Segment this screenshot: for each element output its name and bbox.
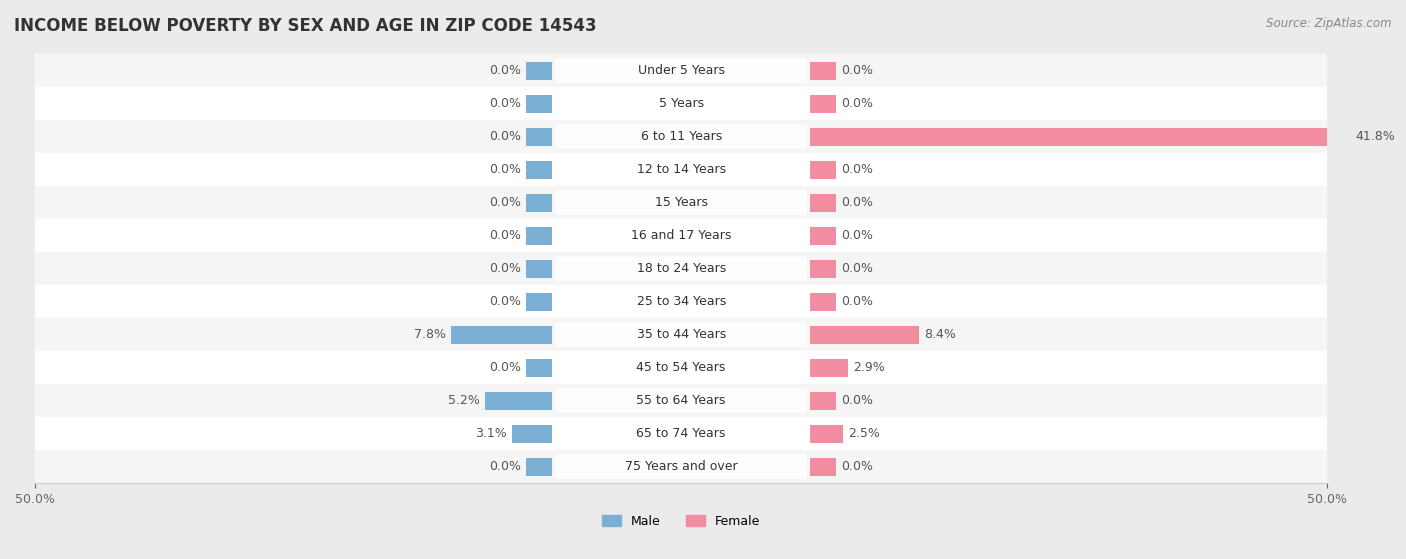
Bar bbox=[35, 87, 1327, 120]
Text: 75 Years and over: 75 Years and over bbox=[624, 460, 738, 473]
Bar bbox=[35, 252, 1327, 285]
FancyBboxPatch shape bbox=[555, 59, 807, 83]
Bar bbox=[35, 120, 1327, 153]
Bar bbox=[810, 127, 1351, 146]
Text: 0.0%: 0.0% bbox=[489, 163, 520, 176]
Bar bbox=[35, 384, 1327, 417]
Text: 0.0%: 0.0% bbox=[489, 196, 520, 209]
FancyBboxPatch shape bbox=[555, 191, 807, 215]
Bar bbox=[526, 457, 553, 476]
Bar bbox=[810, 391, 837, 410]
Bar bbox=[35, 351, 1327, 384]
Bar bbox=[35, 318, 1327, 351]
Text: Under 5 Years: Under 5 Years bbox=[638, 64, 724, 77]
Text: 5 Years: 5 Years bbox=[658, 97, 703, 110]
Text: 12 to 14 Years: 12 to 14 Years bbox=[637, 163, 725, 176]
FancyBboxPatch shape bbox=[555, 454, 807, 479]
FancyBboxPatch shape bbox=[555, 92, 807, 116]
Text: 18 to 24 Years: 18 to 24 Years bbox=[637, 262, 725, 275]
FancyBboxPatch shape bbox=[555, 389, 807, 413]
FancyBboxPatch shape bbox=[555, 257, 807, 281]
Bar bbox=[35, 186, 1327, 219]
Text: 0.0%: 0.0% bbox=[841, 460, 873, 473]
FancyBboxPatch shape bbox=[555, 421, 807, 446]
FancyBboxPatch shape bbox=[555, 323, 807, 347]
Text: 0.0%: 0.0% bbox=[841, 394, 873, 407]
Bar bbox=[810, 61, 837, 80]
Text: 35 to 44 Years: 35 to 44 Years bbox=[637, 328, 725, 341]
Text: 16 and 17 Years: 16 and 17 Years bbox=[631, 229, 731, 242]
Bar bbox=[526, 358, 553, 377]
Bar bbox=[526, 259, 553, 278]
Text: 55 to 64 Years: 55 to 64 Years bbox=[637, 394, 725, 407]
Text: Source: ZipAtlas.com: Source: ZipAtlas.com bbox=[1267, 17, 1392, 30]
Bar bbox=[810, 358, 848, 377]
Bar bbox=[526, 160, 553, 179]
Text: 0.0%: 0.0% bbox=[841, 229, 873, 242]
Bar bbox=[810, 193, 837, 212]
Bar bbox=[485, 391, 553, 410]
FancyBboxPatch shape bbox=[555, 290, 807, 314]
Bar bbox=[810, 226, 837, 245]
Bar bbox=[526, 61, 553, 80]
Bar bbox=[35, 285, 1327, 318]
Text: 45 to 54 Years: 45 to 54 Years bbox=[637, 361, 725, 374]
Bar bbox=[35, 417, 1327, 450]
Bar bbox=[35, 153, 1327, 186]
Text: 3.1%: 3.1% bbox=[475, 427, 506, 440]
Text: 6 to 11 Years: 6 to 11 Years bbox=[641, 130, 721, 143]
Bar bbox=[35, 54, 1327, 87]
Text: 2.5%: 2.5% bbox=[848, 427, 880, 440]
Bar bbox=[810, 424, 842, 443]
FancyBboxPatch shape bbox=[555, 356, 807, 380]
FancyBboxPatch shape bbox=[555, 158, 807, 182]
Text: 0.0%: 0.0% bbox=[489, 130, 520, 143]
Text: 25 to 34 Years: 25 to 34 Years bbox=[637, 295, 725, 308]
Text: 5.2%: 5.2% bbox=[447, 394, 479, 407]
Bar bbox=[810, 160, 837, 179]
Text: 8.4%: 8.4% bbox=[924, 328, 956, 341]
Text: 2.9%: 2.9% bbox=[853, 361, 884, 374]
Bar bbox=[526, 226, 553, 245]
Text: 0.0%: 0.0% bbox=[489, 262, 520, 275]
Bar bbox=[35, 219, 1327, 252]
Bar bbox=[526, 127, 553, 146]
Bar bbox=[810, 94, 837, 113]
Text: 41.8%: 41.8% bbox=[1355, 130, 1396, 143]
Text: 0.0%: 0.0% bbox=[489, 460, 520, 473]
Text: 0.0%: 0.0% bbox=[489, 361, 520, 374]
Text: 0.0%: 0.0% bbox=[841, 262, 873, 275]
Text: 15 Years: 15 Years bbox=[655, 196, 707, 209]
Text: 0.0%: 0.0% bbox=[489, 64, 520, 77]
Bar bbox=[526, 292, 553, 311]
Text: 0.0%: 0.0% bbox=[489, 97, 520, 110]
Text: 0.0%: 0.0% bbox=[841, 64, 873, 77]
Text: 0.0%: 0.0% bbox=[489, 229, 520, 242]
Text: 0.0%: 0.0% bbox=[841, 295, 873, 308]
Bar bbox=[35, 450, 1327, 483]
Text: 0.0%: 0.0% bbox=[489, 295, 520, 308]
FancyBboxPatch shape bbox=[555, 125, 807, 149]
Bar bbox=[526, 193, 553, 212]
Bar bbox=[512, 424, 553, 443]
Bar bbox=[810, 292, 837, 311]
Bar bbox=[810, 457, 837, 476]
Text: 65 to 74 Years: 65 to 74 Years bbox=[637, 427, 725, 440]
FancyBboxPatch shape bbox=[555, 224, 807, 248]
Bar bbox=[810, 325, 920, 344]
Text: 0.0%: 0.0% bbox=[841, 163, 873, 176]
Text: INCOME BELOW POVERTY BY SEX AND AGE IN ZIP CODE 14543: INCOME BELOW POVERTY BY SEX AND AGE IN Z… bbox=[14, 17, 596, 35]
Text: 0.0%: 0.0% bbox=[841, 196, 873, 209]
Bar bbox=[810, 259, 837, 278]
Bar bbox=[451, 325, 553, 344]
Text: 0.0%: 0.0% bbox=[841, 97, 873, 110]
Text: 7.8%: 7.8% bbox=[413, 328, 446, 341]
Legend: Male, Female: Male, Female bbox=[598, 510, 765, 533]
Bar bbox=[526, 94, 553, 113]
